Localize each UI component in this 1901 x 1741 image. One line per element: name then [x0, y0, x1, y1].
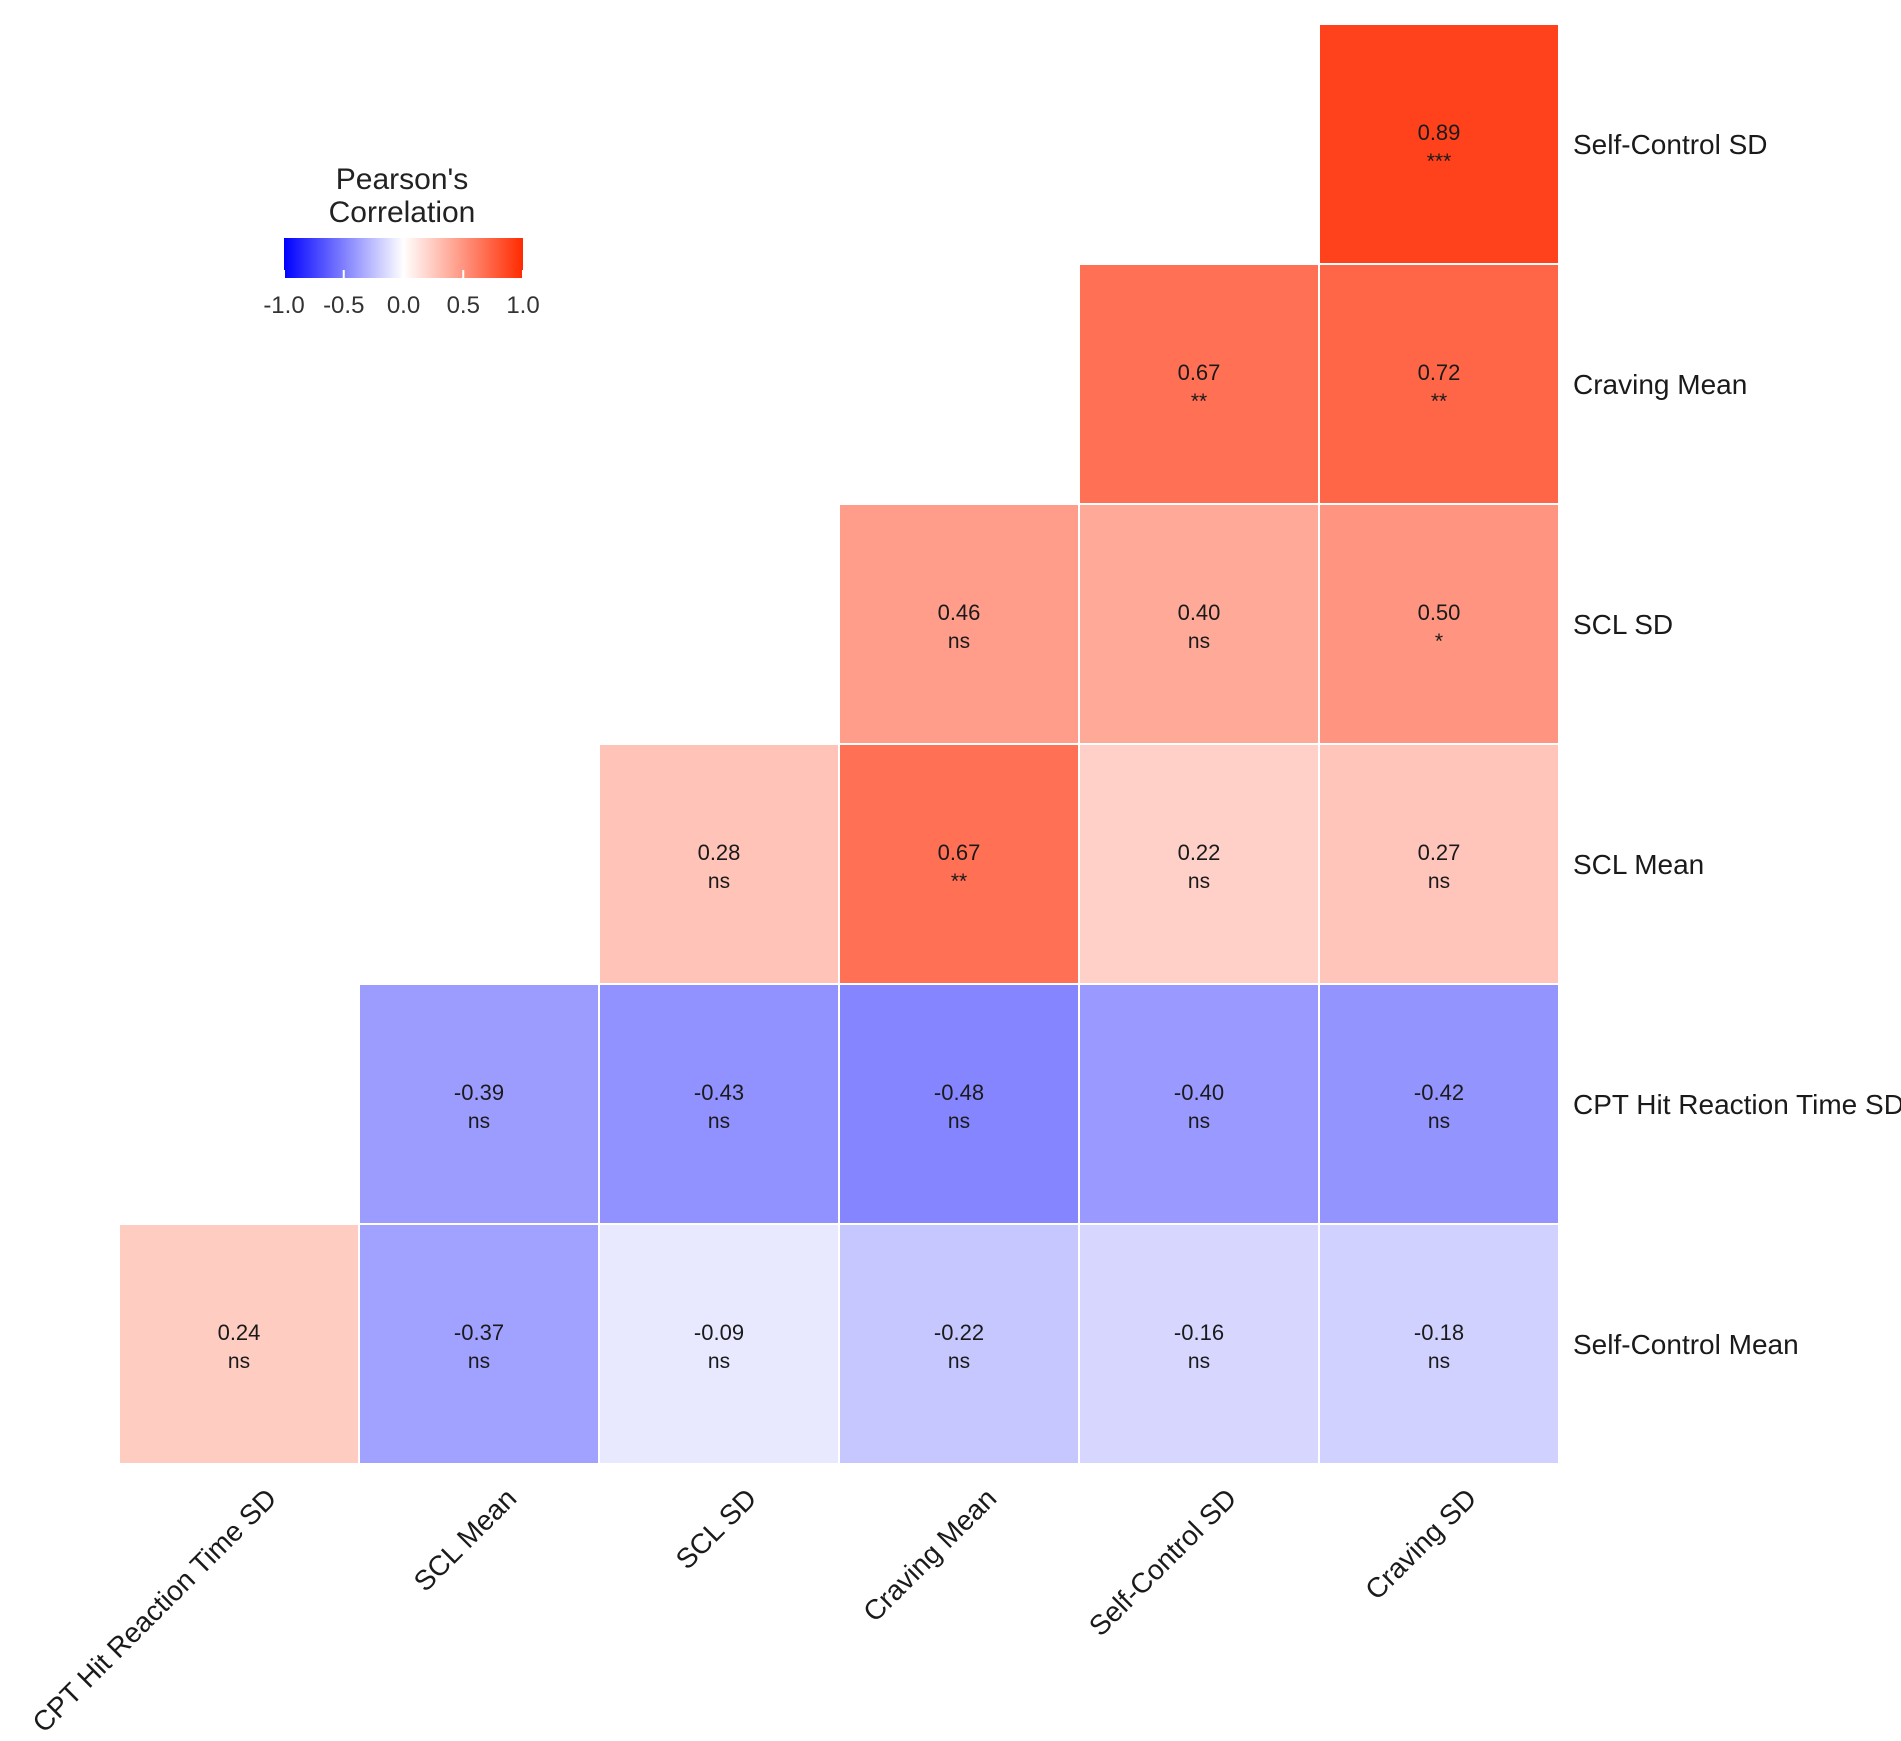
- cell-significance-label: *: [1435, 630, 1443, 653]
- heatmap-cell: [1318, 263, 1560, 505]
- legend-tick-label: 0.0: [387, 292, 420, 319]
- cell-significance-label: ns: [1188, 630, 1210, 653]
- cell-value-label: 0.46: [938, 600, 981, 625]
- row-label: SCL SD: [1573, 609, 1673, 640]
- column-labels: CPT Hit Reaction Time SD SCL Mean SCL SD Cr…: [26, 1482, 1482, 1738]
- cell-significance-label: **: [1191, 390, 1207, 413]
- cell-value-label: -0.37: [454, 1320, 504, 1345]
- heatmap-cell: [598, 1223, 840, 1465]
- legend-tick-label: -1.0: [263, 292, 304, 319]
- column-label: Self-Control SD: [1083, 1482, 1242, 1641]
- cell-significance-label: **: [1431, 390, 1447, 413]
- cell-value-label: 0.72: [1418, 360, 1461, 385]
- cell-value-label: -0.40: [1174, 1080, 1224, 1105]
- legend-title-line2: Correlation: [329, 196, 476, 229]
- column-label: Craving SD: [1359, 1482, 1482, 1605]
- cell-value-label: -0.09: [694, 1320, 744, 1345]
- cell-significance-label: ns: [948, 630, 970, 653]
- legend-tick-label: 1.0: [506, 292, 539, 319]
- cell-significance-label: ns: [708, 870, 730, 893]
- column-label: SCL Mean: [408, 1482, 523, 1597]
- heatmap-cell: [1318, 1223, 1560, 1465]
- heatmap-cell: [838, 503, 1080, 745]
- cell-significance-label: ***: [1427, 150, 1452, 173]
- cell-value-label: -0.48: [934, 1080, 984, 1105]
- legend-tick-label: 0.5: [447, 292, 480, 319]
- legend-ticks: -1.0 -0.5 0.0 0.5 1.0: [263, 270, 540, 319]
- legend-tick-label: -0.5: [323, 292, 364, 319]
- row-label: CPT Hit Reaction Time SD: [1573, 1089, 1901, 1120]
- row-labels: Self-Control SD Craving Mean SCL SD SCL Mea…: [1573, 129, 1901, 1360]
- cell-significance-label: ns: [708, 1350, 730, 1373]
- heatmap-cell: [358, 983, 600, 1225]
- cell-value-label: 0.24: [218, 1320, 261, 1345]
- cell-value-label: -0.43: [694, 1080, 744, 1105]
- heatmap-cell: [598, 983, 840, 1225]
- heatmap-cell: [598, 743, 840, 985]
- cell-value-label: -0.39: [454, 1080, 504, 1105]
- cell-value-label: -0.22: [934, 1320, 984, 1345]
- heatmap-cell: [1318, 983, 1560, 1225]
- cell-significance-label: ns: [948, 1110, 970, 1133]
- cell-value-label: 0.50: [1418, 600, 1461, 625]
- cell-significance-label: ns: [1428, 870, 1450, 893]
- cell-value-label: -0.18: [1414, 1320, 1464, 1345]
- cell-significance-label: ns: [1188, 1350, 1210, 1373]
- cell-value-label: 0.67: [1178, 360, 1221, 385]
- heatmap-cell: [1078, 263, 1320, 505]
- heatmap-cell: [118, 1223, 360, 1465]
- legend-title-line1: Pearson's: [336, 163, 468, 196]
- cell-value-label: 0.28: [698, 840, 741, 865]
- cell-value-label: 0.40: [1178, 600, 1221, 625]
- cell-value-label: -0.16: [1174, 1320, 1224, 1345]
- row-label: Craving Mean: [1573, 369, 1747, 400]
- cell-significance-label: ns: [1188, 870, 1210, 893]
- cell-significance-label: **: [951, 870, 967, 893]
- cell-value-label: 0.22: [1178, 840, 1221, 865]
- heatmap-cell: [1078, 503, 1320, 745]
- cell-value-label: 0.89: [1418, 120, 1461, 145]
- cell-significance-label: ns: [468, 1110, 490, 1133]
- cell-value-label: 0.27: [1418, 840, 1461, 865]
- column-label: SCL SD: [670, 1482, 763, 1575]
- cell-significance-label: ns: [468, 1350, 490, 1373]
- legend: Pearson's Correlation -1.0 -0.5 0.0 0.5 1.0: [263, 163, 539, 319]
- cell-significance-label: ns: [1188, 1110, 1210, 1133]
- cell-significance-label: ns: [1428, 1110, 1450, 1133]
- row-label: SCL Mean: [1573, 849, 1704, 880]
- column-label: Craving Mean: [857, 1482, 1002, 1627]
- cell-value-label: 0.67: [938, 840, 981, 865]
- cell-significance-label: ns: [1428, 1350, 1450, 1373]
- column-label: CPT Hit Reaction Time SD: [26, 1482, 282, 1738]
- heatmap-cell: [838, 1223, 1080, 1465]
- heatmap-cell: [838, 743, 1080, 985]
- cell-significance-label: ns: [708, 1110, 730, 1133]
- heatmap-cell: [1318, 743, 1560, 985]
- cell-significance-label: ns: [948, 1350, 970, 1373]
- row-label: Self-Control Mean: [1573, 1329, 1799, 1360]
- cell-value-label: -0.42: [1414, 1080, 1464, 1105]
- heatmap-cell: [1078, 1223, 1320, 1465]
- heatmap-cell: [1078, 743, 1320, 985]
- heatmap-cell: [1318, 23, 1560, 265]
- heatmap-cells: 0.89 *** 0.67 ** 0.72 ** 0.46 ns 0.40 ns 0.50 * 0.28…: [118, 23, 1560, 1465]
- row-label: Self-Control SD: [1573, 129, 1768, 160]
- heatmap-cell: [1318, 503, 1560, 745]
- cell-significance-label: ns: [228, 1350, 250, 1373]
